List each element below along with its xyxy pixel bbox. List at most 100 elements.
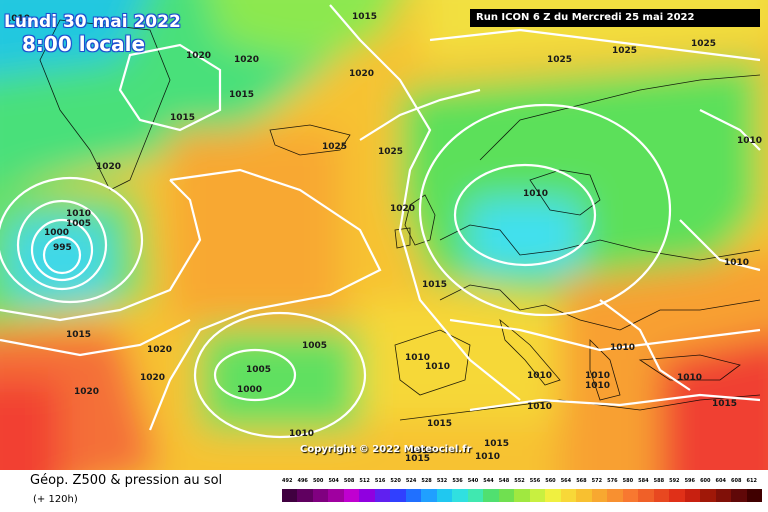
- isobar-label: 1015: [427, 419, 452, 429]
- isobar-label: 1010: [405, 353, 430, 363]
- isobar-label: 1010: [724, 258, 749, 268]
- legend-tick-label: 604: [715, 478, 726, 484]
- isobar-label: 1010: [610, 343, 635, 353]
- isobar-label: 1000: [237, 385, 262, 395]
- legend-color-swatch: [467, 489, 484, 502]
- legend-tick-label: 508: [343, 478, 355, 484]
- legend-color-swatch: [560, 489, 577, 502]
- legend-color-swatch: [421, 489, 438, 502]
- isobar-label: 1020: [140, 373, 165, 383]
- legend-color-swatch: [374, 489, 391, 502]
- coastlines: [39, 19, 761, 421]
- isobar-label: 1015: [422, 280, 447, 290]
- legend-color-swatch: [684, 489, 701, 502]
- legend-tick-label: 520: [390, 478, 401, 484]
- legend-color-swatch: [591, 489, 608, 502]
- isobar-label: 1015: [170, 113, 195, 123]
- legend-tick-label: 568: [576, 478, 587, 484]
- legend-color-swatch: [297, 489, 314, 502]
- valid-time: 8:00 locale: [22, 32, 146, 56]
- legend-color-swatch: [638, 489, 655, 502]
- legend-color-swatch: [312, 489, 329, 502]
- isobar-label: 1010: [425, 362, 450, 372]
- legend-tick-label: 516: [374, 478, 386, 484]
- legend-tick-label: 512: [359, 478, 370, 484]
- legend-color-swatch: [405, 489, 422, 502]
- legend-tick-label: 588: [653, 478, 665, 484]
- legend-color-swatch: [343, 489, 360, 502]
- legend-color-swatch: [359, 489, 376, 502]
- geopotential-shading: [0, 0, 768, 470]
- legend-tick-label: 608: [731, 478, 742, 484]
- isobar-label: 1025: [691, 39, 716, 49]
- isobar-label: 1015: [484, 439, 509, 449]
- forecast-lead-time: (+ 120h): [33, 494, 78, 505]
- valid-date: Lundi 30 mai 2022: [4, 12, 181, 32]
- legend-color-swatch: [700, 489, 717, 502]
- isobar-label: 1010: [523, 189, 548, 199]
- legend-color-swatch: [545, 489, 562, 502]
- isobar-label: 995: [53, 243, 72, 253]
- color-scale-legend: 492 496 500 504 508 512 516 520 524 528 532 536 540 5…: [282, 477, 763, 503]
- legend-color-swatch: [731, 489, 747, 502]
- legend-tick-label: 580: [622, 478, 634, 484]
- isobar-label: 1010: [737, 136, 762, 146]
- legend-color-swatch: [746, 489, 763, 502]
- legend-tick-label: 612: [746, 478, 757, 484]
- isobar-label: 1010: [677, 373, 702, 383]
- isobar-label: 1010: [410, 446, 435, 456]
- legend-tick-label: 496: [297, 478, 308, 484]
- legend-color-swatch: [529, 489, 546, 502]
- model-run-label: Run ICON 6 Z du Mercredi 25 mai 2022: [470, 9, 760, 27]
- legend-tick-label: 532: [436, 478, 448, 484]
- isobars: [0, 4, 761, 439]
- legend-tick-label: 564: [560, 478, 572, 484]
- legend-color-swatch: [669, 489, 686, 502]
- legend-color-swatch: [715, 489, 732, 502]
- isobar-label: 1015: [352, 12, 377, 22]
- legend-tick-label: 576: [607, 478, 618, 484]
- footer-bar: Géop. Z500 & pression au sol (+ 120h) 49…: [0, 470, 768, 512]
- legend-tick-label: 600: [700, 478, 711, 484]
- isobar-label: 1010: [475, 452, 500, 462]
- isobar-label: 1020: [74, 387, 99, 397]
- isobar-label: 1015: [712, 399, 737, 409]
- isobar-label: 1025: [547, 55, 572, 65]
- map-title: Géop. Z500 & pression au sol: [30, 473, 223, 488]
- legend-color-swatch: [653, 489, 670, 502]
- legend-tick-label: 528: [421, 478, 432, 484]
- legend-tick-label: 584: [638, 478, 649, 484]
- legend-tick-label: 552: [514, 478, 525, 484]
- legend-color-swatch: [452, 489, 469, 502]
- legend-tick-label: 492: [282, 478, 293, 484]
- isobar-label: 1025: [322, 142, 347, 152]
- isobar-label: 1010: [585, 371, 610, 381]
- legend-color-swatch: [436, 489, 453, 502]
- isobar-label: 1005: [302, 341, 327, 351]
- isobar-label: 1015: [405, 454, 430, 464]
- isobar-labels: 1015 1020 1020 1015 1015 1020 1020 1010 1025 1025…: [5, 12, 762, 464]
- legend-color-swatch: [576, 489, 593, 502]
- isobar-label: 1015: [229, 90, 254, 100]
- isobar-label: 1010: [5, 14, 30, 24]
- isobar-label: 1020: [349, 69, 374, 79]
- isobar-label: 1010: [527, 371, 552, 381]
- legend-tick-label: 500: [312, 478, 324, 484]
- legend-tick-label: 540: [467, 478, 479, 484]
- legend-tick-label: 592: [669, 478, 680, 484]
- legend-color-swatch: [607, 489, 624, 502]
- isobar-label: 1010: [585, 381, 610, 391]
- legend-color-swatch: [328, 489, 345, 502]
- copyright-text: Copyright © 2022 Meteociel.fr: [300, 444, 472, 455]
- isobar-label: 1020: [186, 51, 211, 61]
- isobar-label: 1020: [96, 162, 121, 172]
- legend-color-swatch: [390, 489, 407, 502]
- legend-tick-label: 544: [483, 478, 494, 484]
- isobar-label: 1020: [147, 345, 172, 355]
- weather-map: 1015 1020 1020 1015 1015 1020 1020 1010 1025 1025…: [0, 0, 768, 470]
- isobar-label: 1010: [289, 429, 314, 439]
- legend-tick-label: 560: [545, 478, 556, 484]
- isobar-label: 1025: [612, 46, 637, 56]
- isobar-label: 1010: [527, 402, 552, 412]
- isobar-label: 1015: [66, 330, 91, 340]
